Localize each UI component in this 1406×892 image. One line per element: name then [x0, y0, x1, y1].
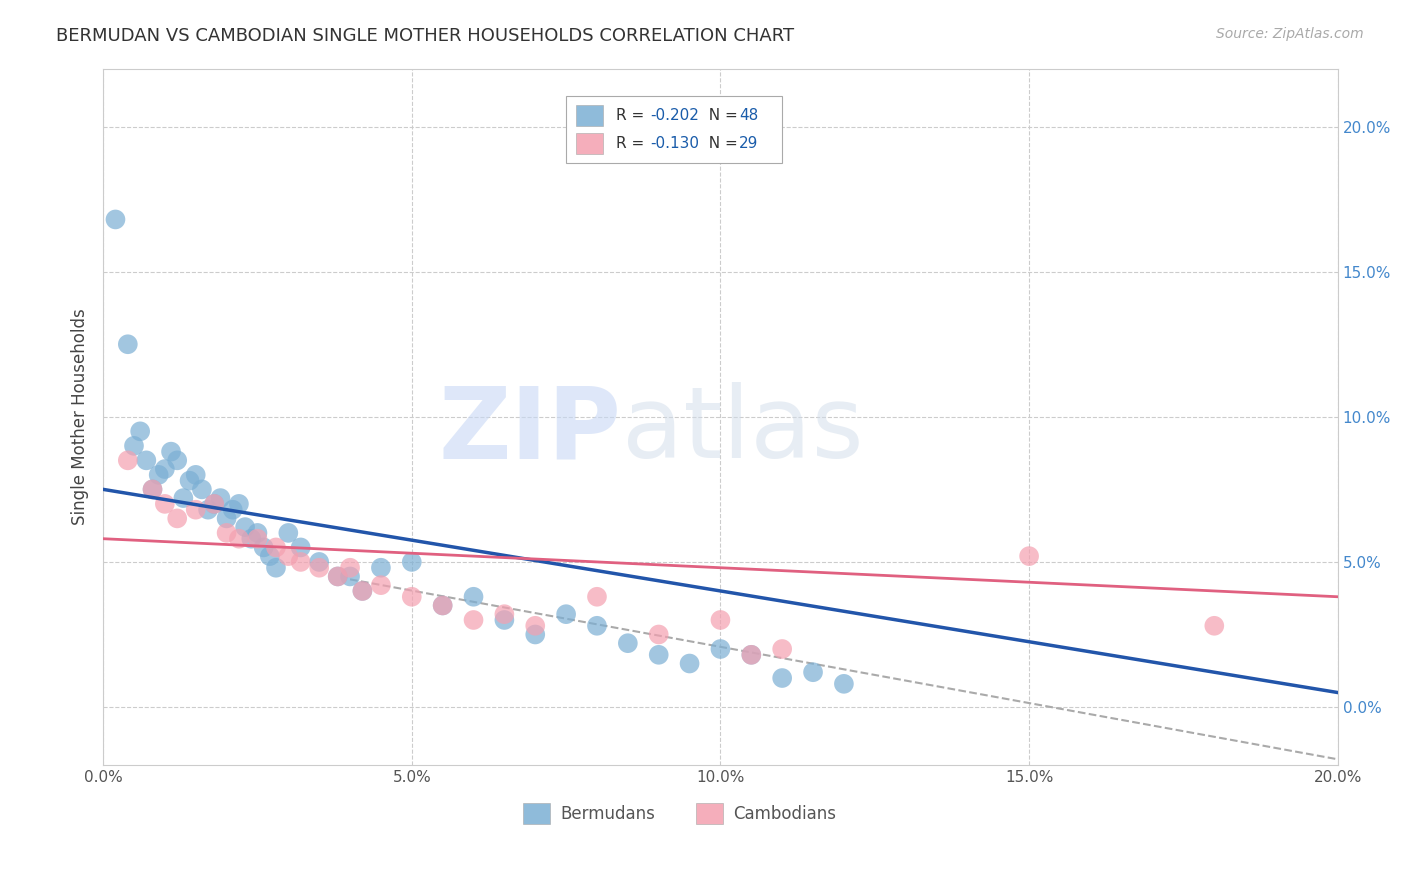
Point — [770, 642, 793, 657]
Point — [586, 619, 609, 633]
Point — [370, 560, 392, 574]
Point — [648, 627, 671, 641]
Point — [148, 467, 170, 482]
Point — [308, 555, 330, 569]
Point — [246, 525, 269, 540]
Point — [339, 569, 361, 583]
Point — [290, 555, 312, 569]
Point — [184, 502, 207, 516]
Point — [463, 613, 485, 627]
Point — [290, 541, 312, 555]
FancyBboxPatch shape — [696, 804, 723, 824]
Text: N =: N = — [699, 136, 744, 152]
Point — [135, 453, 157, 467]
Point — [141, 483, 163, 497]
Point — [209, 491, 232, 505]
Point — [432, 599, 454, 613]
Point — [246, 532, 269, 546]
Point — [191, 483, 214, 497]
Text: Source: ZipAtlas.com: Source: ZipAtlas.com — [1216, 27, 1364, 41]
Point — [617, 636, 640, 650]
Point — [277, 549, 299, 563]
Point — [264, 560, 287, 574]
Point — [494, 607, 516, 622]
Point — [370, 578, 392, 592]
Y-axis label: Single Mother Households: Single Mother Households — [72, 309, 89, 525]
Text: ZIP: ZIP — [439, 383, 621, 479]
Point — [228, 532, 250, 546]
Point — [129, 425, 152, 439]
Point — [153, 462, 176, 476]
Point — [401, 555, 423, 569]
Point — [222, 502, 245, 516]
Point — [215, 525, 238, 540]
Point — [172, 491, 194, 505]
Point — [326, 569, 349, 583]
Point — [202, 497, 225, 511]
Point — [524, 619, 547, 633]
Point — [1204, 619, 1226, 633]
Point — [339, 560, 361, 574]
Text: 29: 29 — [740, 136, 758, 152]
Point — [117, 337, 139, 351]
FancyBboxPatch shape — [576, 105, 603, 127]
Point — [141, 483, 163, 497]
Point — [104, 212, 127, 227]
Point — [1018, 549, 1040, 563]
Point — [166, 453, 188, 467]
Point — [740, 648, 762, 662]
Point — [463, 590, 485, 604]
Point — [264, 541, 287, 555]
Point — [179, 474, 201, 488]
FancyBboxPatch shape — [567, 96, 782, 162]
Point — [709, 642, 731, 657]
Point — [202, 497, 225, 511]
Point — [184, 467, 207, 482]
Text: 48: 48 — [740, 109, 758, 123]
Point — [555, 607, 578, 622]
Text: R =: R = — [616, 136, 648, 152]
Point — [153, 497, 176, 511]
Point — [122, 439, 145, 453]
Point — [770, 671, 793, 685]
Point — [166, 511, 188, 525]
Point — [709, 613, 731, 627]
Point — [215, 511, 238, 525]
FancyBboxPatch shape — [523, 804, 550, 824]
Text: R =: R = — [616, 109, 648, 123]
Point — [352, 584, 374, 599]
Point — [228, 497, 250, 511]
Point — [432, 599, 454, 613]
Text: BERMUDAN VS CAMBODIAN SINGLE MOTHER HOUSEHOLDS CORRELATION CHART: BERMUDAN VS CAMBODIAN SINGLE MOTHER HOUS… — [56, 27, 794, 45]
Point — [740, 648, 762, 662]
Text: Cambodians: Cambodians — [733, 805, 835, 822]
Point — [648, 648, 671, 662]
Point — [117, 453, 139, 467]
Text: Bermudans: Bermudans — [560, 805, 655, 822]
Point — [259, 549, 281, 563]
Text: atlas: atlas — [621, 383, 863, 479]
Point — [352, 584, 374, 599]
FancyBboxPatch shape — [576, 133, 603, 154]
Point — [524, 627, 547, 641]
Point — [832, 677, 855, 691]
Point — [197, 502, 219, 516]
Point — [801, 665, 824, 680]
Point — [308, 560, 330, 574]
Point — [326, 569, 349, 583]
Point — [233, 520, 256, 534]
Point — [277, 525, 299, 540]
Point — [401, 590, 423, 604]
Point — [253, 541, 276, 555]
Text: -0.202: -0.202 — [650, 109, 699, 123]
Point — [160, 444, 183, 458]
Point — [240, 532, 263, 546]
Point — [678, 657, 700, 671]
Text: -0.130: -0.130 — [650, 136, 699, 152]
Text: N =: N = — [699, 109, 744, 123]
Point — [586, 590, 609, 604]
Point — [494, 613, 516, 627]
